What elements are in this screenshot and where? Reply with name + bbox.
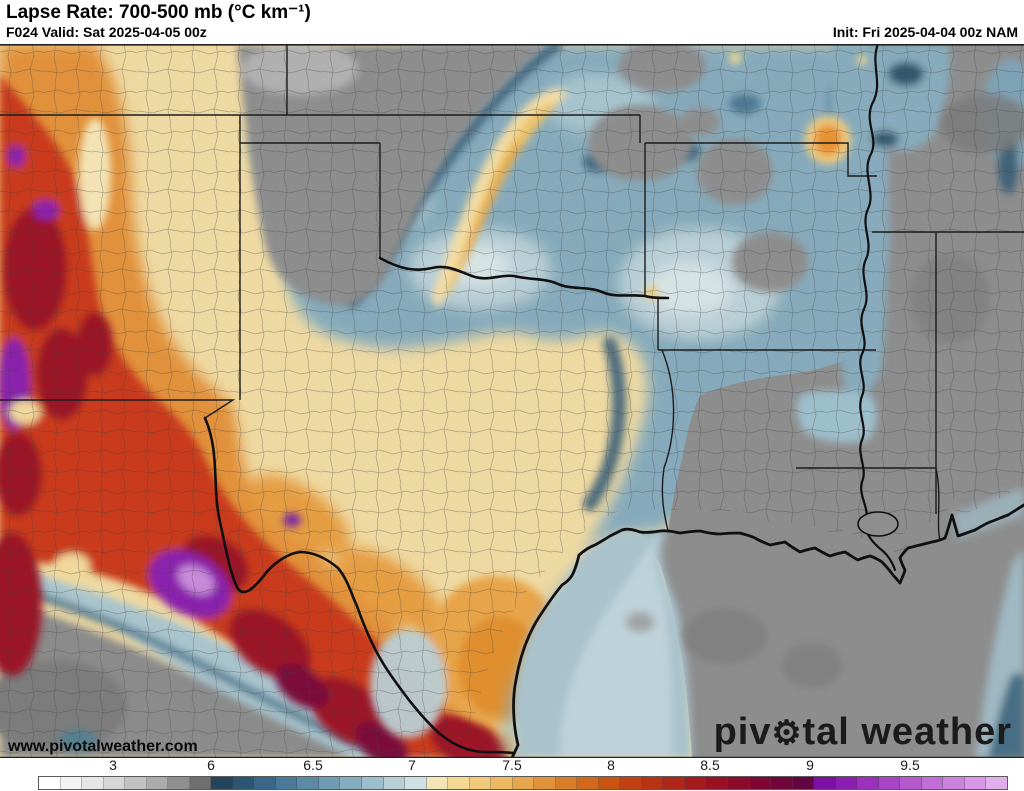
colorbar-segment (340, 777, 362, 789)
colorbar-segment (878, 777, 901, 789)
colorbar-segment (448, 777, 470, 789)
colorbar-segment (405, 777, 427, 789)
colorbar-ticks: 3 6 6.5 7 7.5 8 8.5 9 9.5 (38, 757, 1008, 775)
colorbar-segment (60, 777, 83, 789)
colorbar-segment (857, 777, 879, 789)
pivotal-weather-logo: piv⚙tal weather (714, 711, 1012, 754)
model-init-label: Init: Fri 2025-04-04 00z NAM (832, 24, 1018, 40)
logo-text-post: tal weather (802, 711, 1012, 753)
colorbar-segment (383, 777, 406, 789)
colorbar-segment (103, 777, 126, 789)
colorbar-segment (792, 777, 815, 789)
state-borders (0, 44, 1024, 542)
colorbar-segment (275, 777, 298, 789)
colorbar-segment (361, 777, 384, 789)
colorbar-tick: 6 (207, 757, 215, 773)
colorbar-segment (254, 777, 276, 789)
colorbar-segment (146, 777, 169, 789)
colorbar (38, 776, 1008, 790)
colorbar-segment (663, 777, 685, 789)
colorbar-segment (964, 777, 987, 789)
colorbar-tick: 8.5 (700, 757, 720, 773)
colorbar-segment (297, 777, 319, 789)
watermark-url: www.pivotalweather.com (8, 738, 198, 755)
colorbar-tick: 8 (607, 757, 615, 773)
colorbar-segment (921, 777, 944, 789)
colorbar-segment (469, 777, 492, 789)
colorbar-segment (39, 777, 61, 789)
page-title: Lapse Rate: 700-500 mb (°C km⁻¹) (6, 2, 311, 23)
weather-map (0, 44, 1024, 758)
header: Lapse Rate: 700-500 mb (°C km⁻¹) F024 Va… (0, 0, 1024, 44)
colorbar-segment (534, 777, 556, 789)
rivers-and-coastline (203, 44, 1024, 758)
colorbar-segment (577, 777, 599, 789)
colorbar-segment (232, 777, 255, 789)
colorbar-segment (684, 777, 707, 789)
colorbar-segment (125, 777, 147, 789)
colorbar-segment (189, 777, 212, 789)
colorbar-segment (82, 777, 104, 789)
colorbar-segment (943, 777, 965, 789)
lake-pontchartrain (857, 511, 899, 537)
colorbar-segment (491, 777, 513, 789)
colorbar-segment (835, 777, 858, 789)
colorbar-tick: 7.5 (502, 757, 522, 773)
forecast-valid-label: F024 Valid: Sat 2025-04-05 00z (6, 24, 207, 40)
colorbar-segment (814, 777, 836, 789)
colorbar-segment (426, 777, 449, 789)
colorbar-segment (986, 777, 1007, 789)
colorbar-segment (318, 777, 341, 789)
colorbar-segment (900, 777, 922, 789)
gear-icon: ⚙ (771, 715, 803, 752)
colorbar-segment (771, 777, 793, 789)
colorbar-segment (512, 777, 535, 789)
colorbar-segment (641, 777, 664, 789)
colorbar-tick: 3 (109, 757, 117, 773)
colorbar-segment (168, 777, 190, 789)
colorbar-segment (749, 777, 772, 789)
colorbar-segment (211, 777, 233, 789)
map-area: www.pivotalweather.com piv⚙tal weather (0, 44, 1024, 758)
logo-text-pre: piv (713, 711, 772, 753)
colorbar-segment (706, 777, 728, 789)
colorbar-tick: 9.5 (900, 757, 920, 773)
colorbar-segment (555, 777, 578, 789)
colorbar-tick: 9 (806, 757, 814, 773)
colorbar-tick: 6.5 (303, 757, 323, 773)
colorbar-segment (620, 777, 642, 789)
colorbar-segment (598, 777, 621, 789)
lapse-rate-field (0, 44, 1024, 758)
colorbar-tick: 7 (408, 757, 416, 773)
colorbar-segment (728, 777, 750, 789)
